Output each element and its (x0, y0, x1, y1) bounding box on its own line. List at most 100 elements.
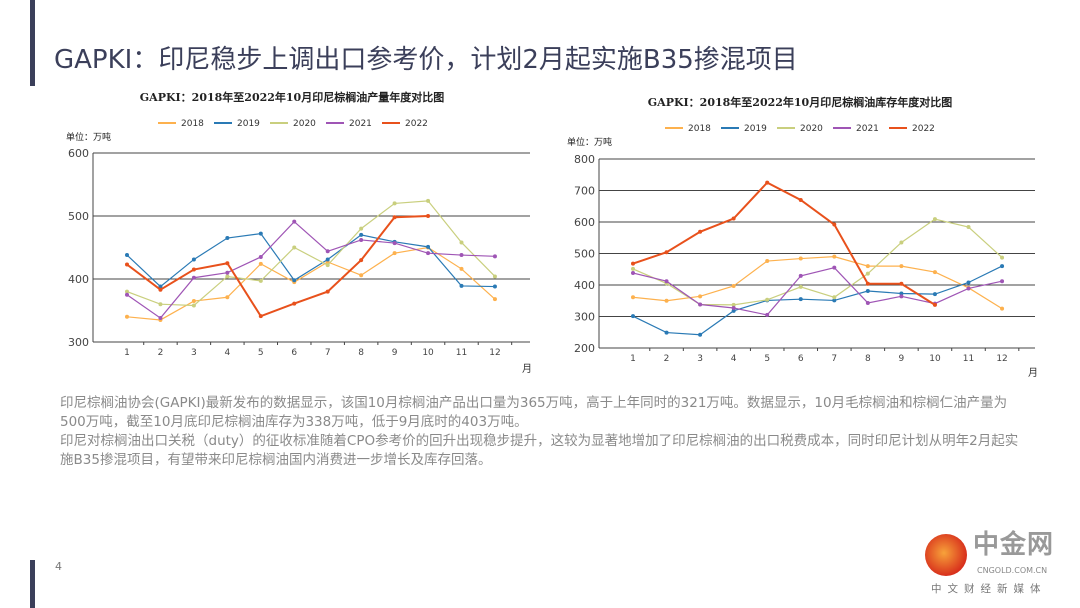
body-text: 印尼棕榈油协会(GAPKI)最新发布的数据显示，该国10月棕榈油产品出口量为36… (60, 394, 1020, 470)
x-tick-label: 9 (392, 348, 398, 358)
legend-label-2018: 2018 (181, 119, 204, 129)
data-point-2021 (158, 316, 163, 321)
paragraph-1: 印尼棕榈油协会(GAPKI)最新发布的数据显示，该国10月棕榈油产品出口量为36… (60, 395, 1008, 430)
logo-tagline: 中文财经新媒体 (931, 583, 1047, 595)
x-tick-label: 6 (798, 354, 804, 364)
x-tick-label: 7 (831, 354, 837, 364)
data-point-2019 (292, 278, 297, 283)
data-point-2021 (459, 253, 464, 258)
data-point-2018 (359, 273, 364, 278)
data-point-2021 (798, 273, 803, 278)
data-point-2022 (698, 229, 703, 234)
data-point-2018 (698, 294, 703, 299)
data-point-2020 (325, 263, 330, 268)
data-point-2020 (631, 266, 635, 271)
data-point-2021 (325, 249, 330, 254)
y-tick-label: 600 (68, 147, 89, 160)
logo-icon (925, 534, 967, 576)
data-point-2020 (899, 240, 904, 245)
x-tick-label: 12 (489, 348, 500, 358)
data-point-2020 (125, 289, 129, 294)
x-tick-label: 11 (963, 354, 974, 364)
data-point-2018 (258, 261, 263, 266)
data-point-2020 (932, 217, 937, 222)
data-point-2022 (631, 261, 635, 266)
series-line-2021 (632, 267, 1003, 316)
data-point-2020 (1000, 255, 1005, 260)
series-line-2022 (126, 215, 429, 318)
data-point-2022 (664, 250, 669, 255)
unit-label: 单位：万吨 (567, 136, 612, 148)
data-point-2021 (899, 294, 904, 299)
data-point-2018 (899, 264, 904, 269)
data-point-2018 (225, 295, 230, 300)
series-line-2022 (632, 181, 936, 306)
data-point-2019 (225, 236, 230, 241)
y-tick-label: 300 (68, 336, 89, 349)
unit-label: 单位：万吨 (66, 131, 111, 143)
data-point-2019 (664, 330, 669, 335)
data-point-2022 (292, 301, 297, 306)
data-point-2020 (258, 278, 263, 283)
data-point-2020 (966, 225, 971, 230)
data-point-2019 (899, 291, 904, 296)
x-tick-label: 4 (224, 348, 230, 358)
data-point-2021 (392, 241, 397, 246)
data-point-2020 (731, 302, 736, 307)
y-tick-label: 500 (68, 210, 89, 223)
data-point-2021 (258, 254, 263, 259)
data-point-2021 (426, 251, 431, 256)
x-tick-label: 7 (325, 348, 331, 358)
x-tick-label: 9 (899, 354, 905, 364)
data-point-2021 (731, 305, 736, 310)
data-point-2022 (125, 262, 129, 267)
y-tick-label: 400 (68, 273, 89, 286)
slide-title: GAPKI：印尼稳步上调出口参考价，计划2月起实施B35掺混项目 (54, 45, 798, 75)
data-point-2019 (459, 283, 464, 288)
data-point-2022 (798, 197, 803, 202)
data-point-2019 (125, 253, 129, 258)
data-point-2019 (258, 231, 263, 236)
x-axis-label: 月 (522, 363, 532, 375)
x-tick-label: 11 (456, 348, 467, 358)
data-point-2019 (832, 298, 837, 303)
data-point-2020 (158, 302, 163, 307)
x-tick-label: 3 (697, 354, 703, 364)
data-point-2018 (492, 297, 497, 302)
data-point-2019 (158, 284, 163, 289)
data-point-2021 (125, 292, 129, 297)
x-tick-label: 4 (731, 354, 737, 364)
data-point-2022 (359, 258, 364, 263)
data-point-2018 (459, 266, 464, 271)
y-tick-label: 800 (574, 153, 595, 166)
x-tick-label: 10 (929, 354, 941, 364)
data-point-2022 (865, 281, 870, 286)
data-point-2022 (392, 215, 397, 220)
data-point-2020 (359, 226, 364, 231)
data-point-2019 (325, 257, 330, 262)
data-point-2022 (158, 287, 163, 292)
data-point-2018 (731, 283, 736, 288)
data-point-2018 (798, 256, 803, 261)
data-point-2022 (932, 302, 937, 307)
x-tick-label: 10 (422, 348, 434, 358)
data-point-2019 (492, 284, 497, 289)
data-point-2020 (832, 295, 837, 300)
data-point-2021 (966, 286, 971, 291)
x-tick-label: 5 (258, 348, 264, 358)
data-point-2021 (191, 275, 196, 280)
data-point-2019 (359, 232, 364, 237)
paragraph-2: 印尼对棕榈油出口关税（duty）的征收标准随着CPO参考价的回升出现稳步提升，这… (60, 433, 1019, 468)
data-point-2021 (698, 302, 703, 307)
data-point-2022 (731, 216, 736, 221)
data-point-2018 (631, 295, 635, 300)
logo-url: CNGOLD.COM.CN (977, 566, 1048, 575)
data-point-2021 (359, 237, 364, 242)
data-point-2019 (1000, 264, 1005, 269)
x-tick-label: 5 (764, 354, 770, 364)
data-point-2021 (1000, 279, 1005, 284)
chart-title: GAPKI：2018年至2022年10月印尼棕榈油库存年度对比图 (648, 95, 952, 109)
legend-label-2021: 2021 (856, 124, 879, 134)
series-line-2020 (632, 218, 1003, 306)
data-point-2019 (631, 314, 635, 319)
